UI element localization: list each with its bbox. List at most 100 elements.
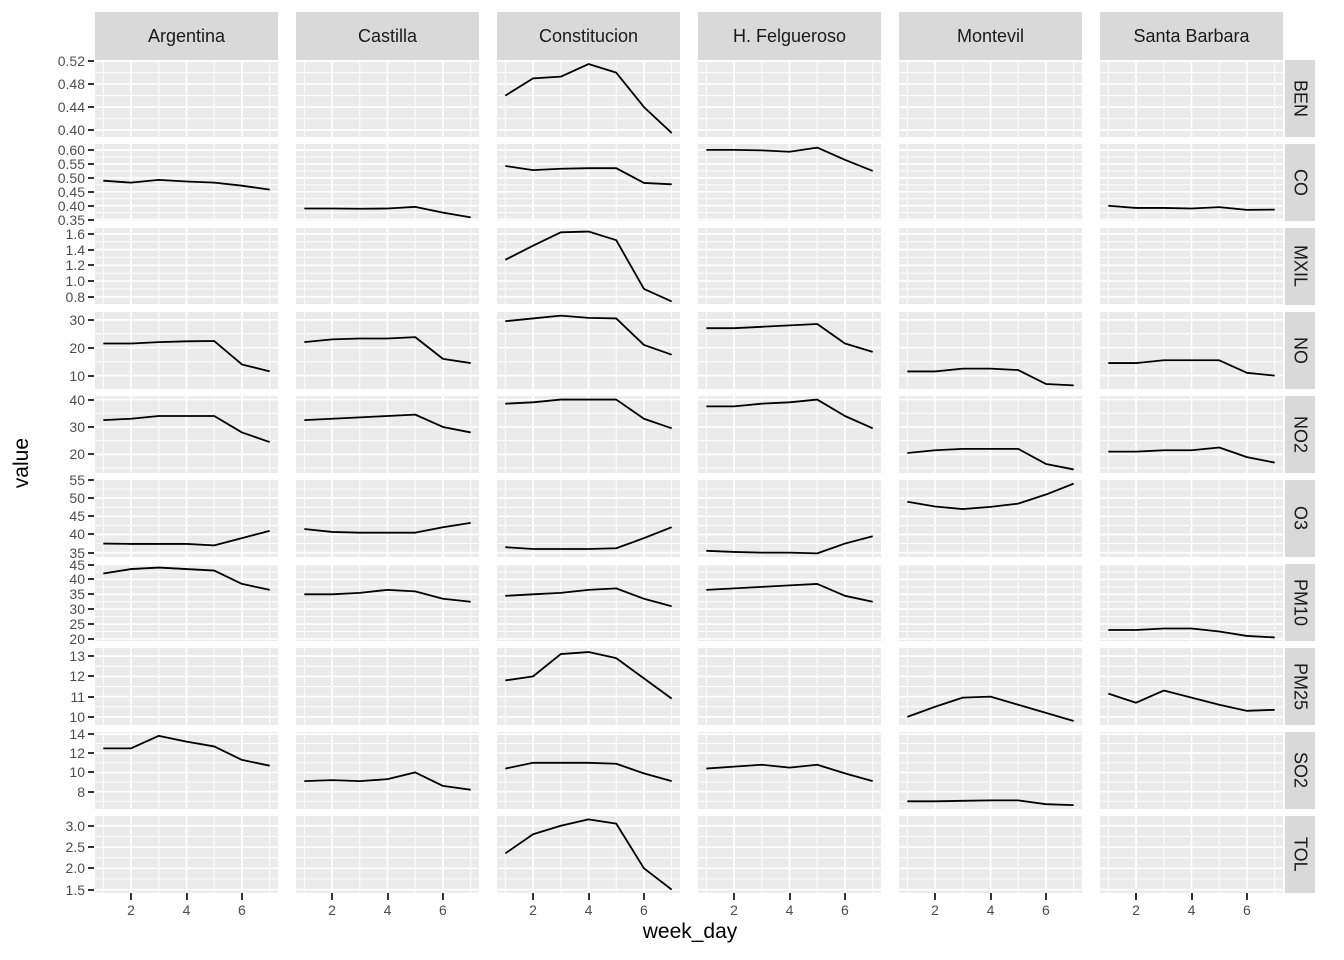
facet-panel [1100,480,1283,557]
facet-panel [296,732,479,809]
x-axis-cell: 2 4 6 [1100,893,1283,919]
y-tick-mark [88,295,94,298]
facet-row-label: MXIL [1290,245,1311,288]
facet-row-strip: SO2 [1285,732,1315,809]
y-tick-mark [88,551,94,554]
x-tick-label: 2 [529,902,537,918]
facet-panel-canvas [95,312,278,389]
y-tick-mark [88,190,94,193]
facet-panel [899,144,1082,221]
y-tick-mark [88,280,94,283]
y-tick-label: 0.48 [57,76,85,93]
facet-row: 10 20 30 NO [0,312,1344,389]
facet-panel [698,60,881,137]
facet-panel [899,312,1082,389]
facet-panel-canvas [95,396,278,473]
x-tick-mark [1135,893,1138,900]
y-tick-mark [88,346,94,349]
x-tick-mark [240,893,243,900]
y-tick-label: 0.40 [57,197,85,214]
facet-panel [1100,816,1283,893]
y-tick-label: 12 [69,668,85,685]
data-line [304,336,471,364]
y-tick-label: 30 [69,311,85,328]
y-tick-label: 2.0 [65,860,85,877]
facet-row: 8 10 12 14 SO2 [0,727,1344,809]
facet-column-strip: Santa Barbara [1100,12,1283,60]
x-tick-mark [441,893,444,900]
data-line [505,165,672,186]
facet-panel-canvas [899,60,1082,137]
data-line [907,799,1074,807]
facet-panel-canvas [497,816,680,893]
y-tick-label: 14 [69,725,85,742]
x-tick-mark [587,893,590,900]
y-tick-label: 0.55 [57,156,85,172]
facet-panel [1100,228,1283,305]
x-tick-mark [532,893,535,900]
facet-row-strip: NO2 [1285,396,1315,473]
data-line [1108,359,1275,377]
data-line [304,205,471,219]
y-tick-label: 1.5 [65,881,85,898]
facet-row-label: CO [1290,169,1311,196]
facet-row-label: O3 [1290,506,1311,531]
facet-row-label: NO [1290,337,1311,364]
y-tick-label: 35 [69,586,85,603]
facet-panel-canvas [698,564,881,641]
facet-row-label: SO2 [1290,752,1311,789]
y-tick-label: 1.6 [65,225,85,242]
facet-row: 20 25 30 35 40 45 PM10 [0,558,1344,646]
facet-panel-canvas [899,564,1082,641]
facet-panel-canvas [296,816,479,893]
y-axis-gutter: 35 40 45 50 55 [0,473,95,560]
y-tick-label: 10 [69,708,85,725]
facet-panel [899,60,1082,137]
y-tick-mark [88,888,94,891]
facet-row-label: TOL [1290,837,1311,872]
facet-panel-canvas [698,396,881,473]
data-line [1108,204,1275,211]
data-line [304,771,471,791]
facet-panel-canvas [1100,60,1283,137]
y-tick-mark [88,623,94,626]
y-tick-label: 1.4 [65,241,85,258]
facet-panel [497,312,680,389]
y-tick-mark [88,790,94,793]
y-tick-mark [88,715,94,718]
x-tick-mark [934,893,937,900]
facet-panel-canvas [497,396,680,473]
data-line [103,734,270,767]
facet-column-strip: H. Felgueroso [698,12,881,60]
facet-header-row: Argentina Castilla Constitucion H. Felguero… [0,12,1344,60]
facet-panel [899,648,1082,725]
x-tick-label: 2 [931,902,939,918]
data-line [505,651,673,700]
y-tick-mark [88,129,94,132]
y-tick-label: 45 [69,508,85,525]
x-tick-label: 6 [841,902,849,918]
facet-column-label: Castilla [357,25,418,46]
y-tick-mark [88,867,94,870]
data-line [1108,689,1275,712]
x-tick-mark [733,893,736,900]
facet-panel [95,564,278,641]
facet-row: 20 30 40 NO2 [0,393,1344,473]
x-tick-mark [1190,893,1193,900]
facet-panel-canvas [296,732,479,809]
facet-panel-canvas [698,480,881,557]
facet-panel [698,312,881,389]
y-tick-mark [88,846,94,849]
y-axis-gutter: 10 20 30 [0,312,95,389]
facet-panel [296,396,479,473]
y-tick-mark [88,497,94,500]
y-tick-label: 25 [69,616,85,633]
data-line [706,398,874,430]
facet-row-strip: O3 [1285,480,1315,557]
y-tick-mark [88,204,94,207]
y-tick-label: 0.44 [57,99,85,116]
facet-panel [95,60,278,137]
y-tick-mark [88,695,94,698]
y-tick-mark [88,318,94,321]
facet-panel-canvas [1100,228,1283,305]
